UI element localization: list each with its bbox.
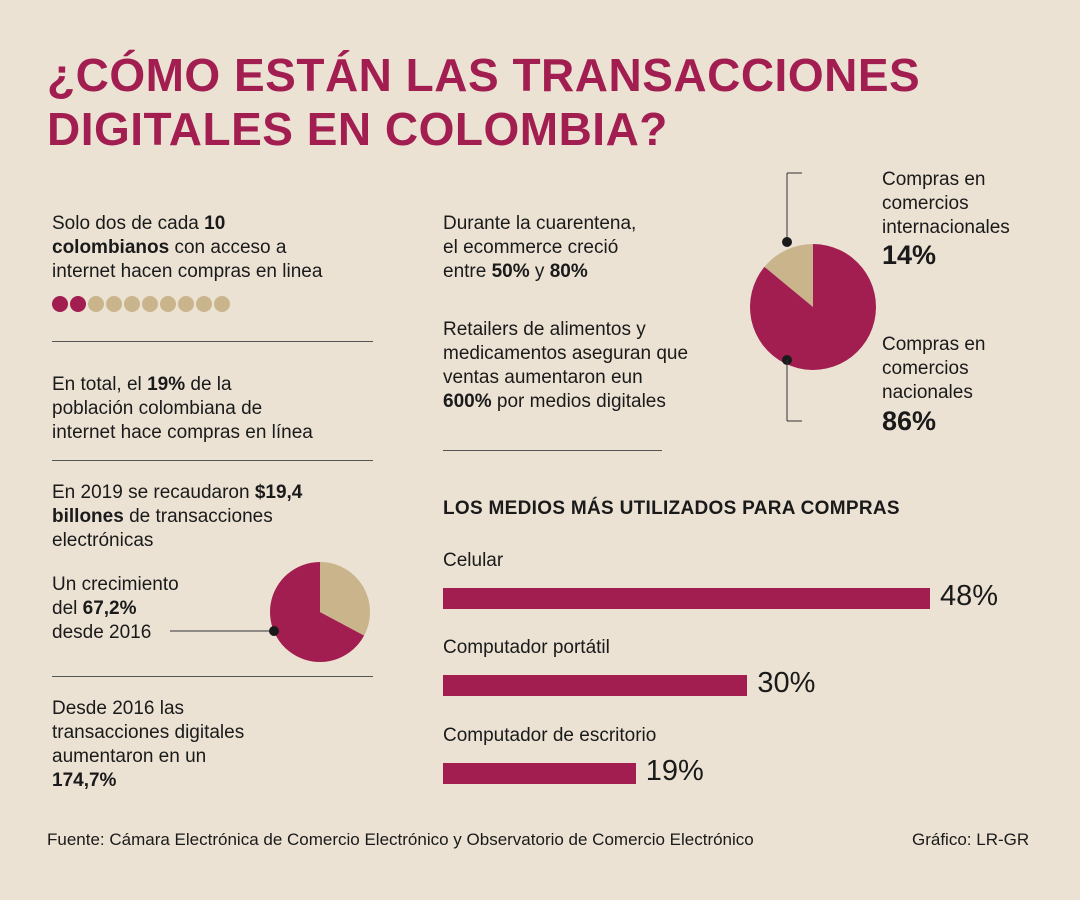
stat-buyers-ratio: Solo dos de cada 10 colombianos con acce… (52, 213, 323, 282)
title-line-1: ¿CÓMO ESTÁN LAS TRANSACCIONES (47, 49, 921, 101)
bar-value-label: 30% (757, 667, 816, 699)
bar-value-label: 48% (940, 580, 999, 612)
divider (443, 450, 662, 451)
stat-retailers: Retailers de alimentos y medicamentos as… (443, 319, 689, 412)
pie-slice (750, 244, 876, 370)
dot-empty (142, 296, 158, 312)
stat-population-share: En total, el 19% de la población colombi… (52, 374, 313, 443)
bar-category-label: Celular (443, 550, 504, 571)
intl-purchases-label: Compras en comercios internacionales (882, 169, 1010, 238)
page-title: ¿CÓMO ESTÁN LAS TRANSACCIONES DIGITALES … (47, 48, 1047, 156)
bar (443, 588, 930, 609)
bar-value-label: 19% (645, 755, 704, 787)
dot-empty (160, 296, 176, 312)
dot-empty (214, 296, 230, 312)
source-note: Fuente: Cámara Electrónica de Comercio E… (47, 830, 754, 849)
dot-empty (196, 296, 212, 312)
bar-chart-title: LOS MEDIOS MÁS UTILIZADOS PARA COMPRAS (443, 498, 900, 519)
bar-category-label: Computador portátil (443, 637, 610, 658)
growth-pie-chart (270, 562, 370, 662)
pie-slice (270, 562, 365, 662)
purchase-origin-pie-chart (750, 244, 876, 370)
dot-empty (178, 296, 194, 312)
growth-connector (170, 626, 279, 636)
divider (52, 676, 373, 677)
stat-growth: Un crecimiento del 67,2% desde 2016 (52, 574, 179, 643)
bar (443, 675, 748, 696)
intl-purchases-value: 14% (882, 240, 937, 270)
divider (52, 460, 373, 461)
pie-slice (320, 562, 370, 636)
bar-category-label: Computador de escritorio (443, 725, 657, 746)
stat-quarantine: Durante la cuarentena, el ecommerce crec… (443, 213, 637, 282)
dot-filled (70, 296, 86, 312)
divider (52, 341, 373, 342)
dot-empty (88, 296, 104, 312)
dot-filled (52, 296, 68, 312)
dot-empty (124, 296, 140, 312)
title-line-2: DIGITALES EN COLOMBIA? (47, 103, 668, 155)
stat-collected-2019: En 2019 se recaudaron $19,4 billones de … (52, 482, 303, 551)
pie-connectors (782, 172, 802, 422)
national-purchases-label: Compras en comercios nacionales (882, 334, 986, 403)
bar (443, 763, 636, 784)
pie-slice (764, 244, 813, 307)
ratio-dots (52, 296, 230, 312)
national-purchases-value: 86% (882, 406, 937, 436)
graphic-credit: Gráfico: LR-GR (912, 830, 1030, 849)
dot-empty (106, 296, 122, 312)
stat-growth-since-2016: Desde 2016 las transacciones digitales a… (52, 698, 245, 791)
